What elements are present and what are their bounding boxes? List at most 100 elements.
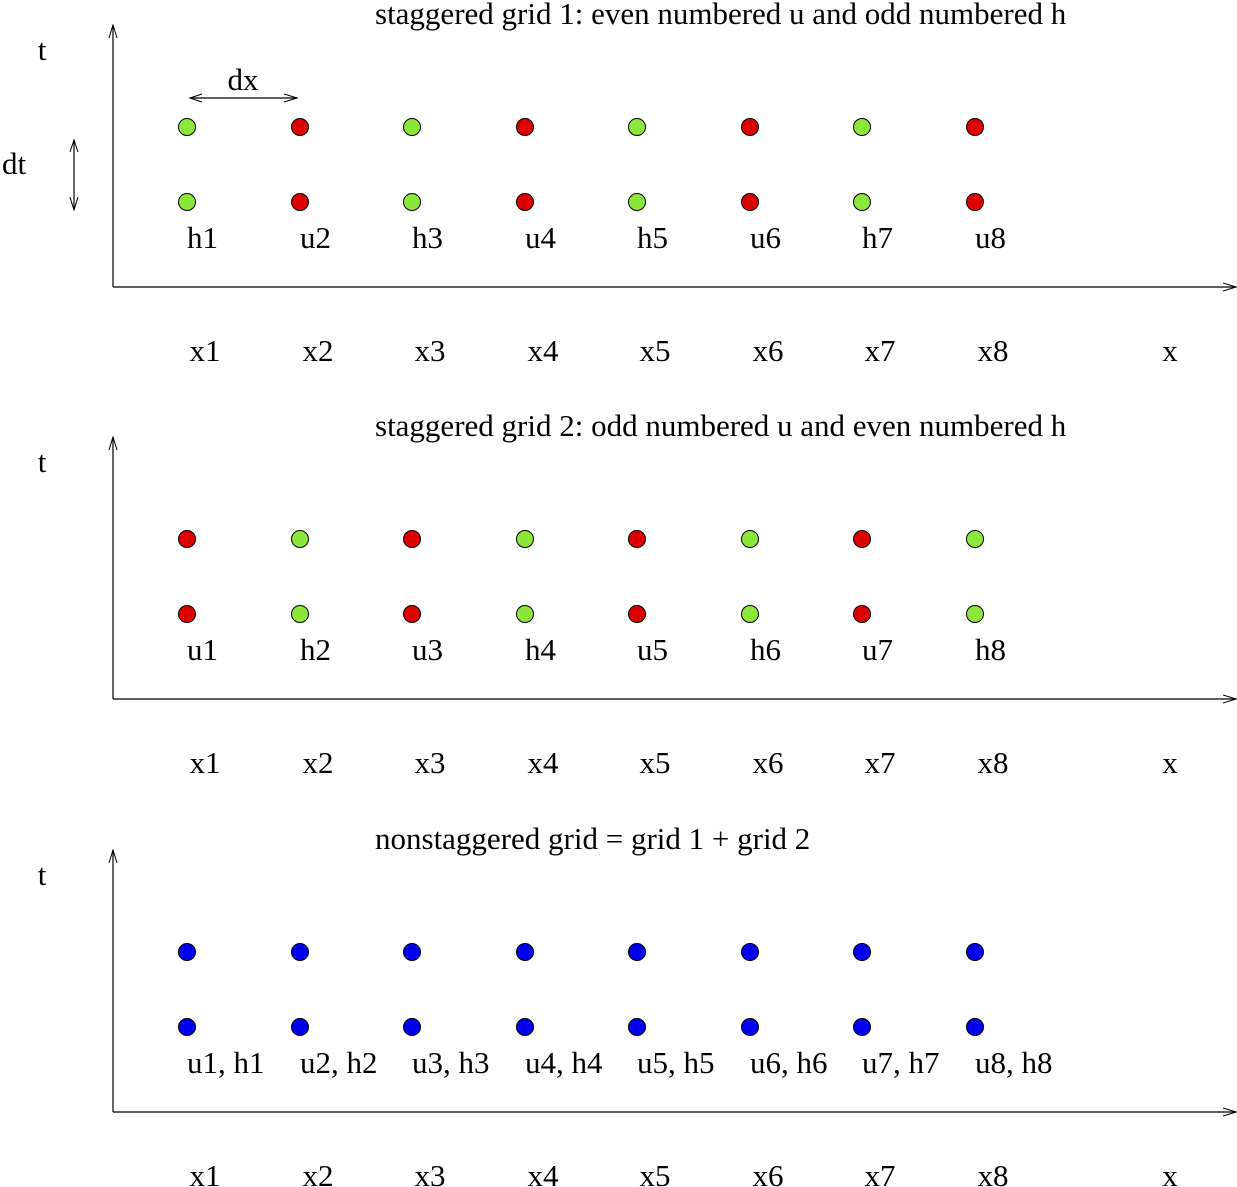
x-tick-label: x6 [753, 1158, 784, 1187]
point-label: h5 [637, 220, 668, 255]
x-tick-label: x3 [415, 333, 446, 368]
grid-point-8-row-1 [966, 530, 984, 548]
grid-point-4-row-2 [516, 1018, 534, 1036]
grid-point-1-row-1 [178, 943, 196, 961]
panels-layer: staggered grid 1: even numbered u and od… [38, 0, 1236, 1187]
grid-point-4-row-1 [516, 530, 534, 548]
grid-point-2-row-2 [291, 1018, 309, 1036]
point-label: h3 [412, 220, 443, 255]
x-tick-label: x5 [640, 745, 671, 780]
x-tick-label: x5 [640, 1158, 671, 1187]
point-label: u3, h3 [412, 1045, 490, 1080]
point-label: u8 [975, 220, 1006, 255]
grid-point-8-row-2 [966, 605, 984, 623]
x-tick-label: x2 [303, 333, 334, 368]
point-label: h2 [300, 632, 331, 667]
point-label: u1 [187, 632, 218, 667]
point-label: h7 [862, 220, 893, 255]
grid-point-6-row-2 [741, 1018, 759, 1036]
point-label: u1, h1 [187, 1045, 265, 1080]
point-label: u7, h7 [862, 1045, 940, 1080]
grid-point-1-row-2 [178, 1018, 196, 1036]
grid-point-5-row-1 [628, 530, 646, 548]
x-axis-label: x [1162, 745, 1178, 780]
x-tick-label: x8 [978, 1158, 1009, 1187]
grid-panel-3: nonstaggered grid = grid 1 + grid 2 t x u1,… [38, 821, 1236, 1187]
grid-point-5-row-2 [628, 1018, 646, 1036]
grid-point-4-row-1 [516, 943, 534, 961]
grid-point-3-row-2 [403, 605, 421, 623]
grid-point-2-row-1 [291, 530, 309, 548]
grid-point-6-row-1 [741, 530, 759, 548]
point-label: u4 [525, 220, 557, 255]
grid-point-7-row-2 [853, 605, 871, 623]
grid-point-2-row-2 [291, 605, 309, 623]
grid-point-1-row-2 [178, 605, 196, 623]
x-tick-label: x7 [865, 1158, 896, 1187]
grid-point-1-row-2 [178, 193, 196, 211]
x-tick-label: x1 [190, 1158, 221, 1187]
grid-point-4-row-1 [516, 118, 534, 136]
x-tick-label: x7 [865, 333, 896, 368]
panel-title: staggered grid 1: even numbered u and od… [375, 0, 1067, 31]
dx-label: dx [228, 62, 260, 97]
grid-point-8-row-1 [966, 943, 984, 961]
point-label: h6 [750, 632, 781, 667]
x-tick-label: x4 [528, 745, 560, 780]
point-label: h1 [187, 220, 218, 255]
x-tick-label: x3 [415, 1158, 446, 1187]
t-axis-label: t [38, 32, 47, 67]
grid-panel-2: staggered grid 2: odd numbered u and eve… [38, 408, 1236, 780]
point-label: u5, h5 [637, 1045, 715, 1080]
grid-panel-1: staggered grid 1: even numbered u and od… [38, 0, 1236, 368]
grid-point-4-row-2 [516, 605, 534, 623]
point-label: u7 [862, 632, 893, 667]
grid-point-6-row-1 [741, 943, 759, 961]
grid-point-6-row-2 [741, 193, 759, 211]
x-tick-label: x2 [303, 1158, 334, 1187]
x-tick-label: x3 [415, 745, 446, 780]
grid-point-3-row-1 [403, 943, 421, 961]
point-label: u3 [412, 632, 443, 667]
point-label: u6 [750, 220, 781, 255]
x-tick-label: x6 [753, 745, 784, 780]
x-axis-label: x [1162, 1158, 1178, 1187]
grid-point-8-row-2 [966, 193, 984, 211]
grid-point-7-row-1 [853, 943, 871, 961]
grid-point-5-row-2 [628, 193, 646, 211]
t-axis-label: t [38, 857, 47, 892]
x-tick-label: x8 [978, 333, 1009, 368]
point-label: u8, h8 [975, 1045, 1053, 1080]
grid-point-3-row-1 [403, 118, 421, 136]
grid-point-2-row-1 [291, 118, 309, 136]
grid-point-8-row-2 [966, 1018, 984, 1036]
annotations-layer: dx dt [2, 62, 297, 210]
grid-point-1-row-1 [178, 530, 196, 548]
x-tick-label: x7 [865, 745, 896, 780]
grid-point-7-row-1 [853, 118, 871, 136]
grid-point-5-row-1 [628, 118, 646, 136]
x-tick-label: x8 [978, 745, 1009, 780]
grid-point-7-row-1 [853, 530, 871, 548]
point-label: u2 [300, 220, 331, 255]
x-tick-label: x1 [190, 333, 221, 368]
point-label: h4 [525, 632, 557, 667]
grid-point-5-row-1 [628, 943, 646, 961]
grid-point-2-row-1 [291, 943, 309, 961]
grid-point-8-row-1 [966, 118, 984, 136]
x-tick-label: x6 [753, 333, 784, 368]
dt-label: dt [2, 146, 27, 181]
grid-point-6-row-2 [741, 605, 759, 623]
point-label: u6, h6 [750, 1045, 828, 1080]
point-label: u4, h4 [525, 1045, 603, 1080]
t-axis-label: t [38, 444, 47, 479]
x-tick-label: x4 [528, 333, 560, 368]
grid-point-6-row-1 [741, 118, 759, 136]
x-tick-label: x1 [190, 745, 221, 780]
grid-point-2-row-2 [291, 193, 309, 211]
grid-point-5-row-2 [628, 605, 646, 623]
grid-point-7-row-2 [853, 193, 871, 211]
point-label: u2, h2 [300, 1045, 378, 1080]
